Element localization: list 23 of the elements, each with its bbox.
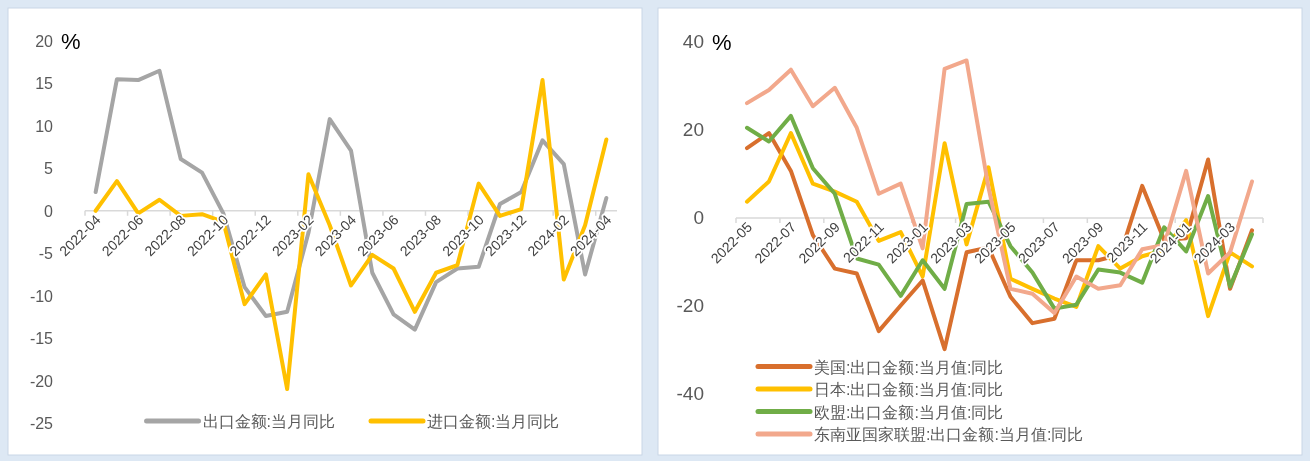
y-tick-label: -25: [29, 415, 54, 432]
y-tick-label: -5: [38, 245, 54, 263]
legend-label: 出口金额:当月同比: [202, 413, 335, 430]
y-tick-label: 40: [682, 31, 704, 52]
y-tick-label: -10: [29, 287, 54, 305]
y-tick-label: 15: [35, 75, 54, 93]
y-tick-label: 0: [693, 207, 704, 228]
y-axis-title: %: [61, 29, 81, 54]
legend-label: 东南亚国家联盟:出口金额:当月值:同比: [814, 426, 1084, 443]
y-tick-label: 5: [44, 160, 54, 178]
y-tick-label: -20: [29, 372, 54, 390]
y-tick-label: -15: [29, 330, 54, 348]
legend-label: 美国:出口金额:当月值:同比: [814, 358, 1004, 376]
y-tick-label: 0: [44, 202, 54, 220]
y-tick-label: 10: [35, 117, 54, 135]
legend-label: 进口金额:当月同比: [427, 413, 560, 430]
y-axis-title: %: [712, 30, 732, 55]
y-tick-label: 20: [35, 33, 54, 50]
legend-label: 日本:出口金额:当月值:同比: [814, 381, 1004, 398]
y-tick-label: -40: [676, 383, 704, 404]
y-tick-label: -20: [676, 295, 704, 316]
legend-label: 欧盟:出口金额:当月值:同比: [814, 403, 1004, 421]
y-tick-label: 20: [682, 119, 704, 140]
